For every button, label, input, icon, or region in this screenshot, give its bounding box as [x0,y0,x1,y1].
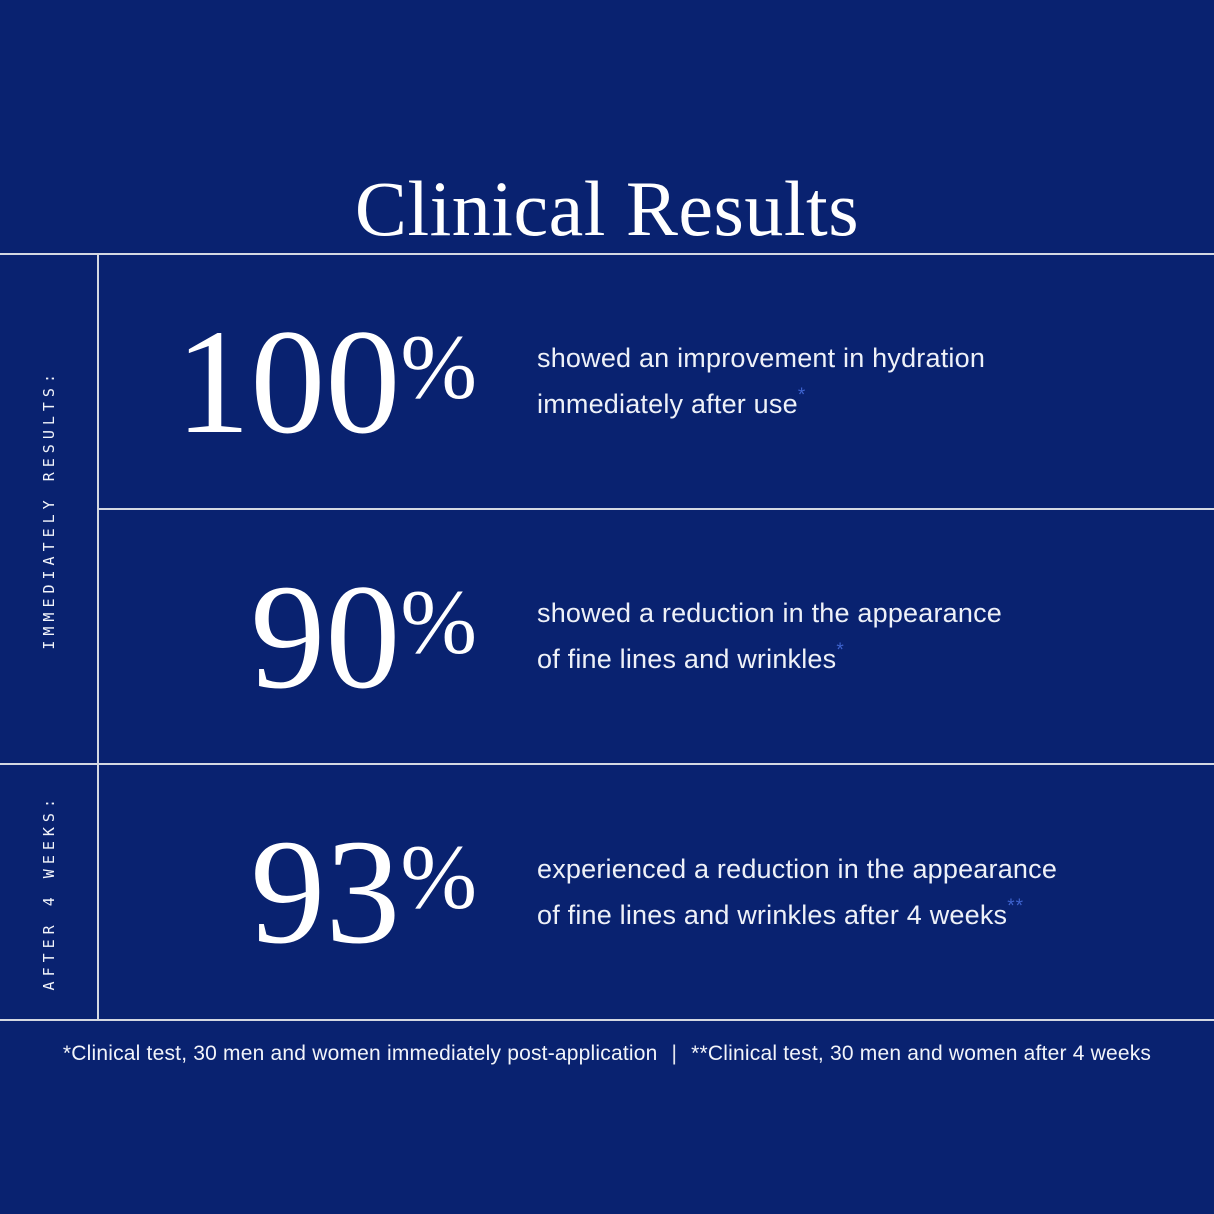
footnote-separator: | [671,1042,678,1065]
stat-description-line1: showed an improvement in hydration [537,343,986,373]
footnote-marker: * [836,640,845,661]
stat-number: 90 [250,553,401,720]
stat-description-line2: immediately after use [537,389,798,419]
footnote-marker: * [797,385,807,406]
footnote-after: **Clinical test, 30 men and women after … [691,1042,1152,1065]
stat-description: showed an improvement in hydration immed… [537,340,985,423]
vertical-section-label: IMMEDIATELY RESULTS: [39,368,58,650]
section-label-column: AFTER 4 WEEKS: [0,765,99,1019]
stat-row-fine-lines-4-weeks: 93 % experienced a reduction in the appe… [99,765,1214,1019]
percent-sign: % [400,570,477,673]
stat-row-hydration: 100 % showed an improvement in hydration… [99,255,1214,510]
stat-description-line2: of fine lines and wrinkles [537,644,837,674]
stat-description: experienced a reduction in the appearanc… [537,851,1057,934]
section-immediately-results: IMMEDIATELY RESULTS: 100 % showed an imp… [0,255,1214,765]
footnote-marker: ** [1007,895,1025,917]
stat-value: 93 % [99,817,477,967]
page-title: Clinical Results [354,165,860,253]
stat-number: 100 [175,298,401,465]
section-rows: 93 % experienced a reduction in the appe… [99,765,1214,1019]
section-rows: 100 % showed an improvement in hydration… [99,255,1214,763]
section-after-4-weeks: AFTER 4 WEEKS: 93 % experienced a reduct… [0,765,1214,1019]
stat-number: 93 [250,809,401,975]
section-label-column: IMMEDIATELY RESULTS: [0,255,99,763]
stat-description-line2: of fine lines and wrinkles after 4 weeks [537,899,1008,930]
stat-description-line1: experienced a reduction in the appearanc… [537,853,1058,884]
stat-value: 90 % [99,562,477,712]
percent-sign: % [400,826,477,928]
vertical-section-label: AFTER 4 WEEKS: [39,793,58,991]
footnote-bar: *Clinical test, 30 men and women immedia… [0,1021,1214,1087]
stat-value: 100 % [99,307,477,457]
footnote-immediate: *Clinical test, 30 men and women immedia… [62,1042,658,1065]
stat-description-line1: showed a reduction in the appearance [537,598,1003,628]
stat-description: showed a reduction in the appearance of … [537,595,1002,678]
percent-sign: % [400,315,477,418]
stat-row-fine-lines: 90 % showed a reduction in the appearanc… [99,510,1214,763]
results-board: IMMEDIATELY RESULTS: 100 % showed an imp… [0,253,1214,1021]
